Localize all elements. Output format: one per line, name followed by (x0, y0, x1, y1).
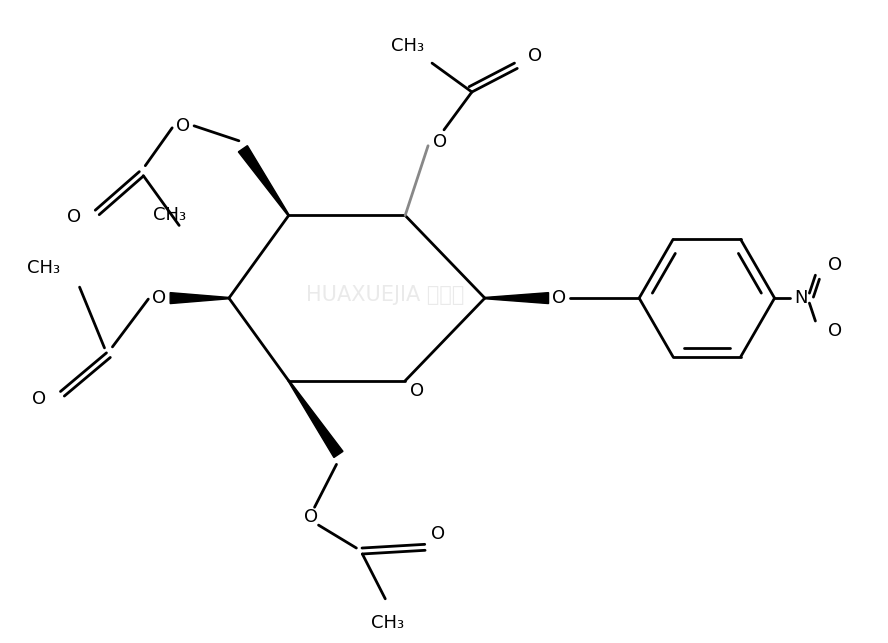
Polygon shape (170, 293, 229, 303)
Text: O: O (304, 508, 318, 526)
Text: CH₃: CH₃ (28, 259, 60, 277)
Polygon shape (288, 381, 343, 457)
Text: O: O (527, 47, 542, 65)
Text: HUAXUEJIA 化学加: HUAXUEJIA 化学加 (306, 285, 464, 305)
Text: O: O (410, 382, 424, 400)
Text: O: O (433, 133, 447, 150)
Text: O: O (552, 289, 567, 307)
Text: N: N (795, 289, 808, 307)
Polygon shape (238, 146, 289, 216)
Text: O: O (152, 289, 166, 307)
Text: O: O (176, 117, 190, 135)
Text: O: O (431, 525, 445, 543)
Text: O: O (32, 390, 46, 408)
Text: CH₃: CH₃ (370, 613, 404, 631)
Text: CH₃: CH₃ (391, 37, 424, 55)
Text: O: O (829, 257, 843, 275)
Text: O: O (829, 322, 843, 340)
Polygon shape (485, 293, 549, 303)
Text: O: O (67, 208, 81, 226)
Text: CH₃: CH₃ (153, 206, 186, 224)
